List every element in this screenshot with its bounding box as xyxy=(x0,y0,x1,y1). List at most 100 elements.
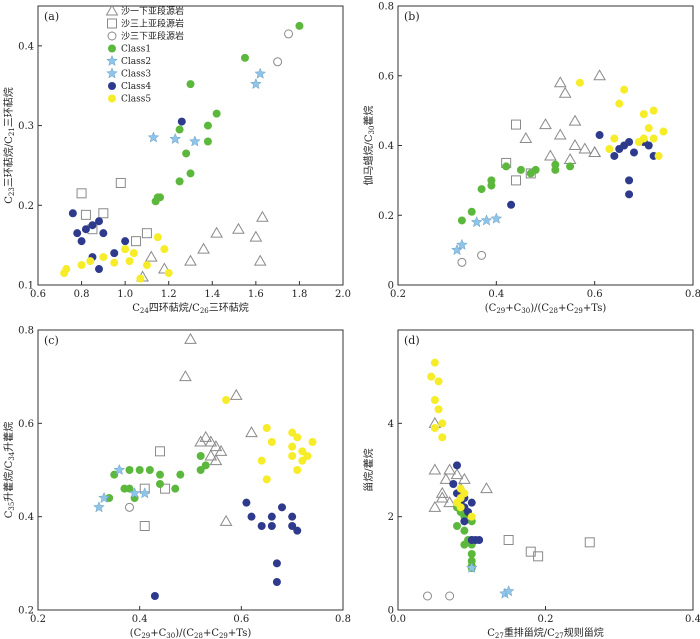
data-point-c1 xyxy=(196,466,205,474)
data-point-c4 xyxy=(625,138,634,147)
data-point-c5 xyxy=(288,452,297,460)
x-tick-label: 0.0 xyxy=(390,614,406,625)
data-point-c5 xyxy=(129,249,138,258)
data-point-c1 xyxy=(457,216,466,225)
data-point-c4 xyxy=(247,512,256,521)
x-tick-label: 1.0 xyxy=(117,289,133,300)
data-point-c5 xyxy=(434,377,443,386)
data-point-t xyxy=(539,118,552,130)
x-tick-label: 1.4 xyxy=(204,289,220,300)
panel-tag: (d) xyxy=(404,334,420,347)
data-point-c4 xyxy=(278,503,286,512)
data-point-c1 xyxy=(531,165,540,174)
data-point-c1 xyxy=(156,193,164,202)
data-point-c4 xyxy=(610,151,619,160)
data-point-c5 xyxy=(298,456,307,465)
data-point-c1 xyxy=(460,526,469,535)
data-point-c5 xyxy=(160,245,169,254)
data-point-c5 xyxy=(456,503,465,512)
data-point-c1 xyxy=(566,162,575,171)
data-point-c5 xyxy=(467,512,476,521)
data-point-c4 xyxy=(595,131,604,140)
legend-marker xyxy=(107,31,117,41)
data-point-t xyxy=(443,463,456,475)
data-point-c5 xyxy=(438,433,447,442)
data-point-s2 xyxy=(451,243,463,256)
data-point-s2 xyxy=(113,463,126,475)
y-tick-label: 0.6 xyxy=(18,419,34,430)
x-tick-label: 0.6 xyxy=(233,614,249,625)
data-point-t xyxy=(450,468,464,480)
data-point-c4 xyxy=(293,526,302,535)
data-point-t xyxy=(458,472,471,484)
data-point-c4 xyxy=(95,217,103,226)
data-point-t xyxy=(245,426,258,438)
data-point-t xyxy=(558,86,572,98)
data-point-s2 xyxy=(138,487,151,499)
data-point-t xyxy=(519,132,533,144)
data-point-s2 xyxy=(93,501,105,513)
data-point-s xyxy=(131,236,142,247)
y-tick-label: 0.2 xyxy=(378,211,394,222)
data-point-c5 xyxy=(649,134,658,143)
data-point-s xyxy=(155,446,165,457)
data-point-c4 xyxy=(272,559,281,568)
data-point-c1 xyxy=(156,470,164,479)
legend-marker xyxy=(105,4,119,16)
data-point-t xyxy=(210,226,224,238)
y-axis-label: 伽马蜡烷/C30藿烷 xyxy=(362,106,376,186)
data-point-t xyxy=(197,242,210,254)
data-point-t xyxy=(439,472,453,484)
data-point-c xyxy=(284,29,294,39)
data-point-c5 xyxy=(125,257,134,266)
legend-marker xyxy=(106,67,118,79)
legend-marker xyxy=(108,44,116,53)
data-point-t xyxy=(204,449,218,461)
data-point-c1 xyxy=(175,177,184,186)
data-point-c5 xyxy=(142,261,151,270)
data-point-c4 xyxy=(81,225,90,234)
x-tick-label: 0.2 xyxy=(30,614,46,625)
data-point-c1 xyxy=(487,176,496,185)
data-point-s2 xyxy=(254,67,267,79)
data-point-c5 xyxy=(649,106,658,115)
data-point-c4 xyxy=(453,461,461,470)
data-point-t xyxy=(249,230,263,242)
data-point-s2 xyxy=(456,238,468,250)
data-point-c5 xyxy=(620,85,629,94)
data-point-s2 xyxy=(490,212,503,224)
data-point-c4 xyxy=(467,498,476,507)
data-point-t xyxy=(229,388,243,400)
y-tick-label: 0.6 xyxy=(378,71,394,82)
data-point-c5 xyxy=(77,261,86,270)
data-point-s2 xyxy=(465,561,478,573)
x-tick-label: 0.8 xyxy=(685,289,700,300)
data-point-c1 xyxy=(477,185,486,194)
y-tick-label: 0.3 xyxy=(18,121,34,132)
data-point-c4 xyxy=(460,517,469,526)
data-point-c5 xyxy=(308,438,317,446)
data-point-c1 xyxy=(176,470,185,479)
data-point-s2 xyxy=(98,491,110,503)
x-tick-label: 0.4 xyxy=(488,289,504,300)
scatter-panel-2: 0.2 0.4 0.6 0.800.20.40.60.8(b)(C29+C30)/(C… xyxy=(362,2,700,316)
y-tick-label: 0.8 xyxy=(18,326,34,337)
data-point-c5 xyxy=(430,424,439,432)
data-point-c5 xyxy=(99,253,108,262)
data-point-c5 xyxy=(654,151,663,160)
data-point-c5 xyxy=(615,99,624,108)
data-point-c5 xyxy=(288,442,297,451)
data-point-c5 xyxy=(434,405,443,414)
data-point-t xyxy=(184,332,197,344)
data-point-c5 xyxy=(644,124,653,133)
data-point-c1 xyxy=(516,165,525,174)
data-point-c1 xyxy=(171,484,180,493)
y-tick-label: 0.1 xyxy=(18,281,34,292)
y-axis-label: 甾烷/藿烷 xyxy=(362,448,375,491)
data-point-c5 xyxy=(288,428,297,437)
data-point-c1 xyxy=(203,121,212,130)
legend-label: 沙三下亚段源岩 xyxy=(121,30,184,42)
data-point-c5 xyxy=(257,456,266,465)
